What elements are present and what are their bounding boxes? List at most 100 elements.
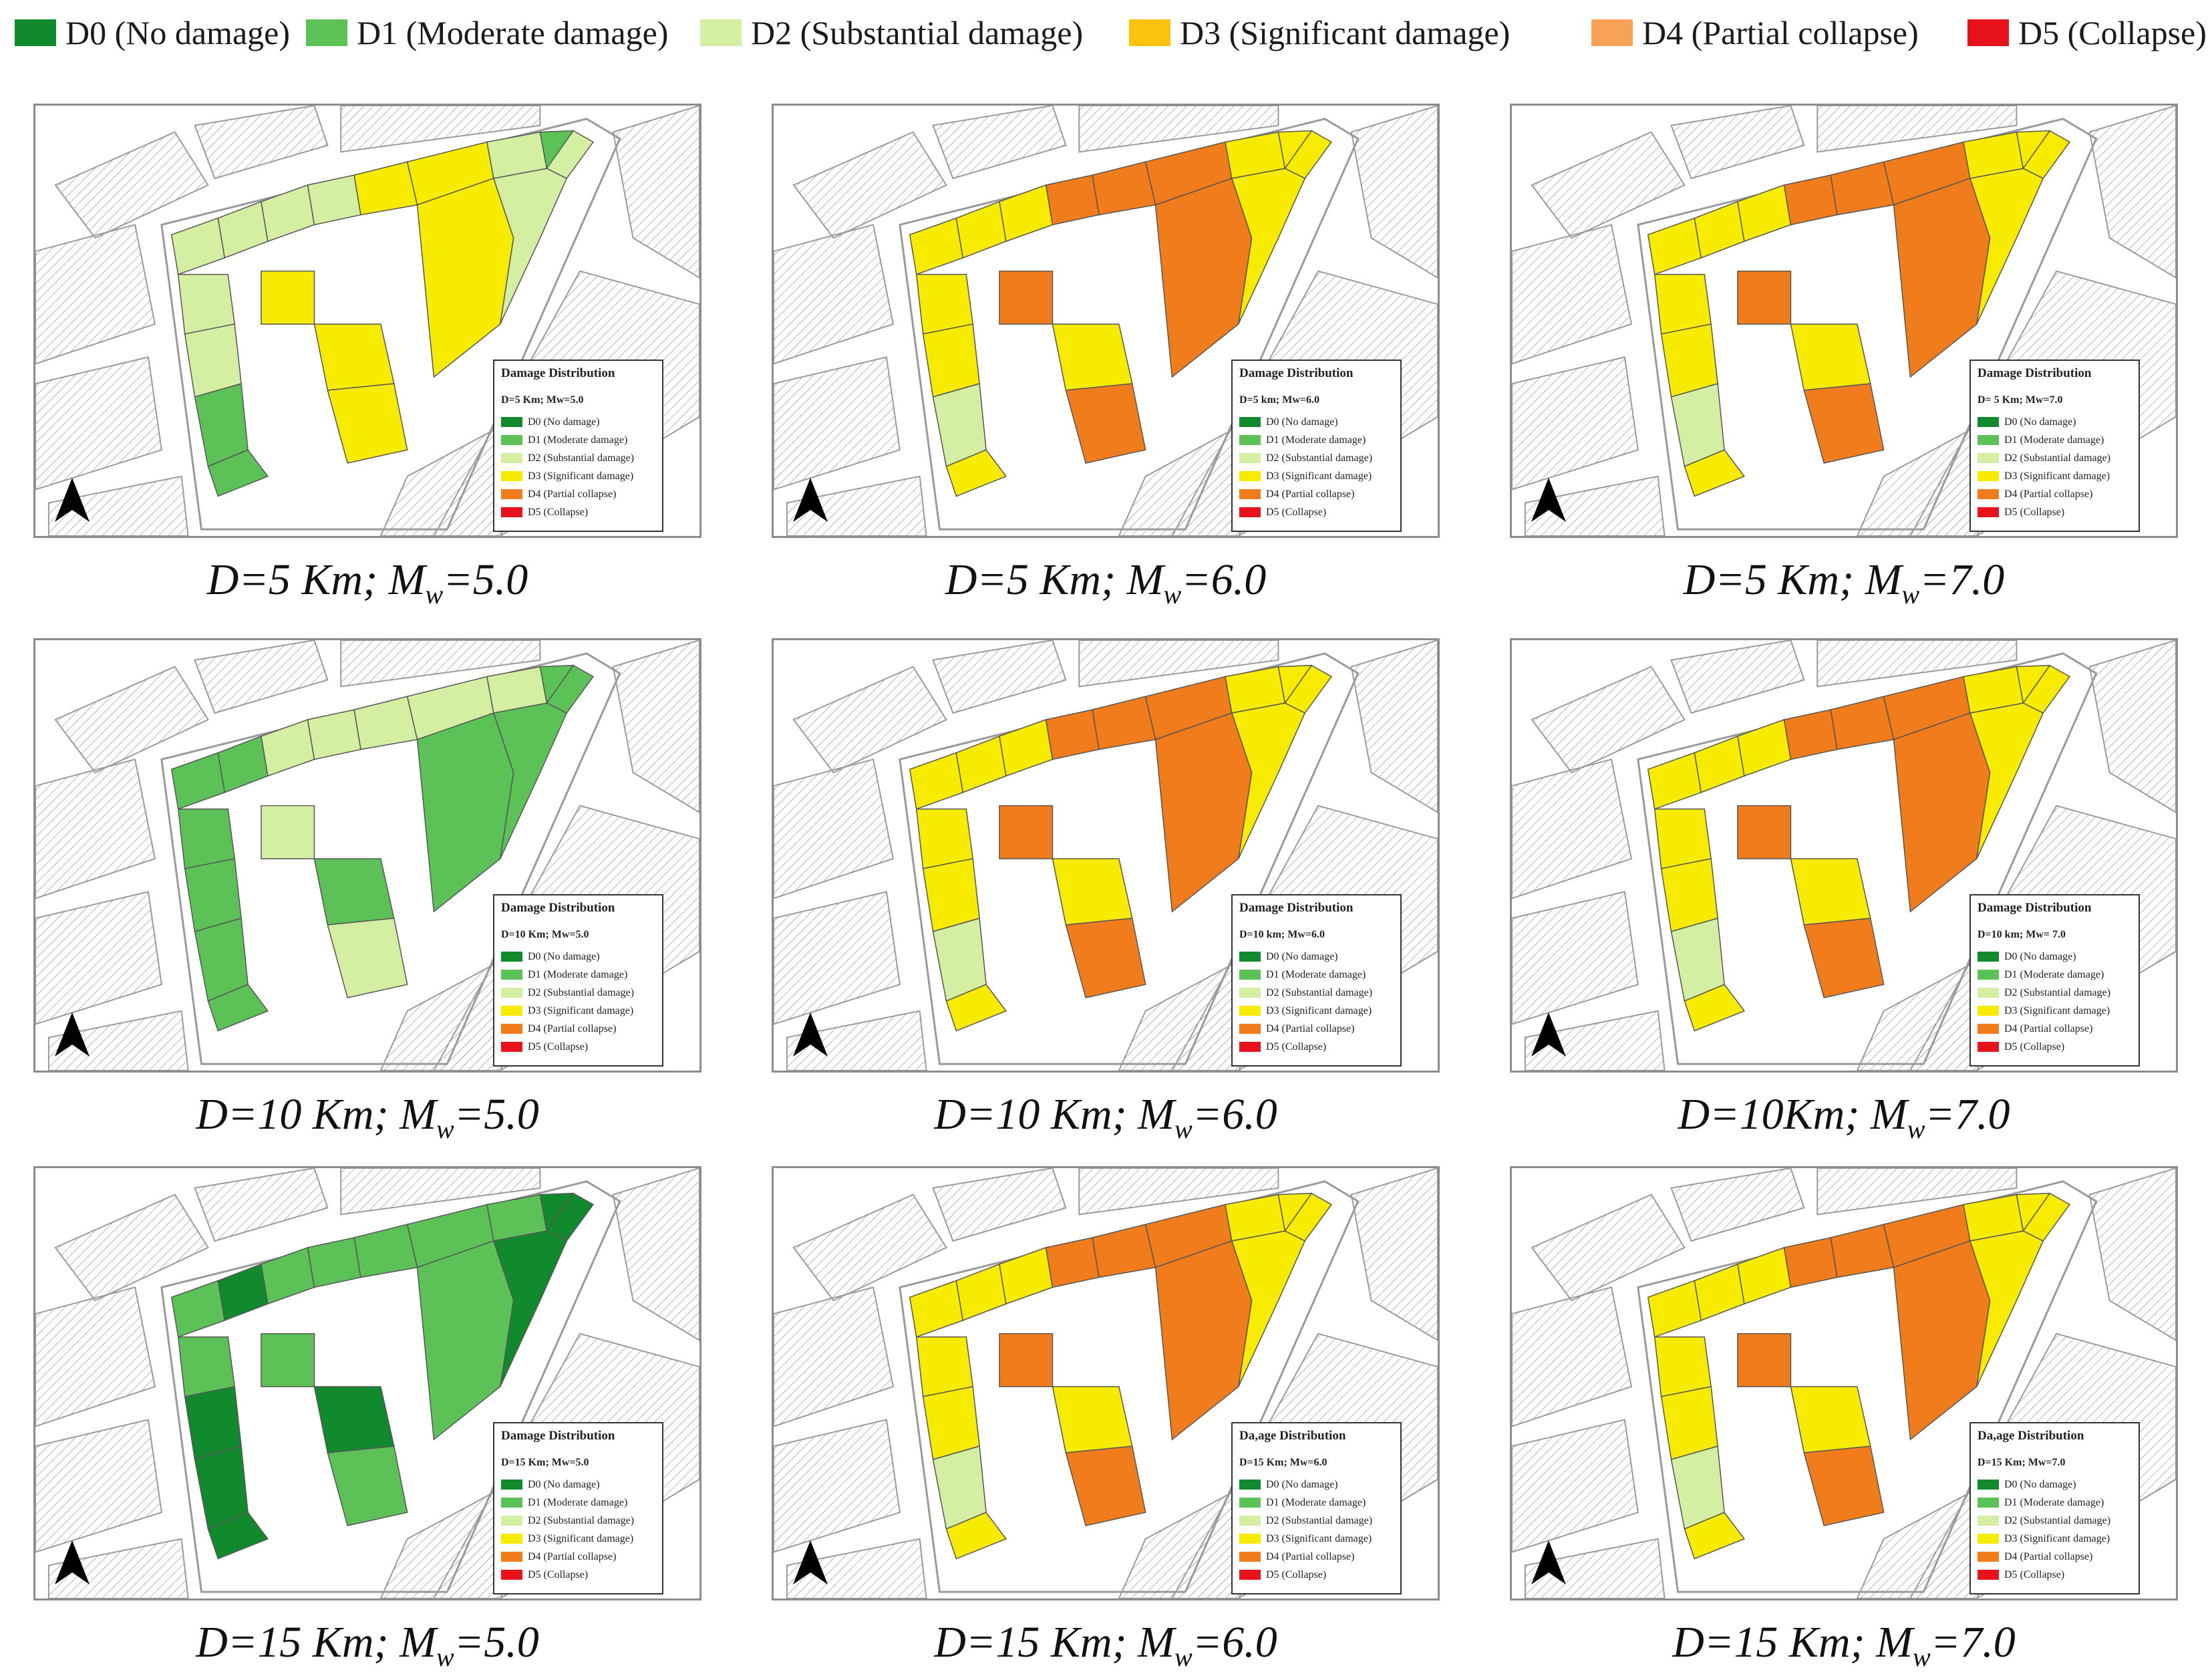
- hatched-block: [786, 475, 927, 536]
- building-block: [1231, 1230, 1306, 1387]
- legend-swatch: [501, 489, 522, 499]
- legend-row: D1 (Moderate damage): [501, 1494, 655, 1512]
- building-block: [1783, 709, 1838, 760]
- hatched-block: [35, 891, 162, 1025]
- legend-swatch: [501, 1570, 522, 1580]
- legend-swatch: [1239, 1006, 1261, 1016]
- legend-title: Damage Distribution: [501, 1429, 615, 1443]
- legend-swatch: [501, 453, 522, 463]
- building-block: [1065, 918, 1146, 998]
- legend-label: D3 (Significant damage): [528, 1532, 634, 1544]
- legend-label: D2 (Substantial damage): [1266, 452, 1373, 464]
- building-block: [1893, 1240, 1991, 1441]
- legend-row: D3 (Significant damage): [1978, 1002, 2132, 1020]
- building-block: [217, 1263, 269, 1321]
- legend-swatch: [1978, 453, 1999, 463]
- top-legend-item-d0: D0 (No damage): [15, 9, 290, 56]
- hatched-block: [1512, 356, 1639, 491]
- map-legend: Damage Distribution D=5 Km; Mw=5.0 D0 (No …: [493, 360, 663, 532]
- legend-label: D0 (No damage): [1266, 950, 1338, 962]
- map-frame: Damage Distribution D=5 km; Mw=6.0 D0 (No …: [772, 104, 1440, 538]
- legend-label: D5 (Collapse): [2004, 506, 2065, 518]
- map-panel: Damage Distribution D=5 km; Mw=6.0 D0 (No …: [772, 104, 1440, 611]
- top-legend-item-d2: D2 (Substantial damage): [700, 9, 1083, 56]
- hatched-block: [1078, 106, 1279, 153]
- hatched-block: [1512, 1419, 1639, 1553]
- building-block: [945, 984, 1007, 1032]
- legend-row: D3 (Significant damage): [1239, 1530, 1394, 1548]
- map-frame: Damage Distribution D= 5 Km; Mw=7.0 D0 (No…: [1510, 104, 2178, 538]
- legend-label: D4 (Partial collapse): [2004, 1022, 2093, 1034]
- map-panel: Da,age Distribution D=15 Km; Mw=7.0 D0 (No…: [1510, 1166, 2178, 1674]
- map-legend: Damage Distribution D=5 km; Mw=6.0 D0 (No …: [1231, 360, 1402, 532]
- legend-label: D0 (No damage): [528, 950, 600, 962]
- hatched-block: [774, 1286, 895, 1427]
- legend-swatch: [1978, 970, 1999, 980]
- building-block: [207, 449, 269, 497]
- building-block: [1154, 178, 1253, 378]
- building-block: [999, 270, 1054, 325]
- building-block: [177, 273, 236, 335]
- legend-row: D5 (Collapse): [1239, 503, 1394, 521]
- legend-swatch: [501, 435, 522, 445]
- panel-caption: D=5 Km; Mw=6.0: [772, 555, 1440, 610]
- legend-row: D1 (Moderate damage): [1239, 431, 1394, 449]
- building-block: [261, 805, 315, 859]
- legend-row: D3 (Significant damage): [501, 467, 655, 485]
- building-block: [1893, 712, 1991, 913]
- legend-label: D1 (Moderate damage): [2004, 968, 2104, 980]
- hatched-block: [1512, 224, 1633, 365]
- building-block: [1694, 735, 1745, 793]
- legend-row: D1 (Moderate damage): [501, 431, 655, 449]
- legend-row: D5 (Collapse): [1978, 503, 2132, 521]
- caption-subscript: w: [1907, 1114, 1925, 1145]
- legend-swatch: [1978, 1480, 1999, 1490]
- legend-swatch: [501, 1552, 522, 1562]
- legend-row: D1 (Moderate damage): [1978, 431, 2132, 449]
- caption-text: D=15 Km; M: [934, 1618, 1175, 1667]
- building-block: [416, 712, 514, 913]
- legend-row: D0 (No damage): [1239, 1476, 1394, 1494]
- panel-caption: D=15 Km; Mw=6.0: [772, 1617, 1440, 1673]
- building-block: [416, 178, 514, 378]
- north-arrow-icon: [55, 1012, 90, 1057]
- building-block: [955, 735, 1007, 793]
- legend-row: D4 (Partial collapse): [1978, 485, 2132, 503]
- caption-value: =6.0: [1192, 1090, 1277, 1139]
- map-legend: Damage Distribution D=10 km; Mw= 7.0 D0 (N…: [1969, 894, 2140, 1067]
- hatched-block: [932, 106, 1067, 180]
- legend-label: D0 (No damage): [1266, 416, 1338, 428]
- caption-subscript: w: [1174, 1114, 1193, 1145]
- map-frame: Damage Distribution D=10 Km; Mw=5.0 D0 (No…: [33, 638, 701, 1073]
- legend-swatch: [1978, 435, 1999, 445]
- legend-label: D2 (Substantial damage): [528, 986, 635, 998]
- legend-swatch: [501, 417, 522, 427]
- hatched-block: [35, 224, 156, 365]
- building-block: [1647, 1280, 1702, 1338]
- hatched-block: [47, 475, 189, 536]
- building-block: [1065, 383, 1146, 464]
- caption-text: D=5 Km; M: [1683, 555, 1902, 604]
- building-block: [1684, 449, 1746, 497]
- map-panel: Damage Distribution D=5 Km; Mw=5.0 D0 (No …: [33, 104, 701, 611]
- hatched-block: [1670, 1168, 1805, 1242]
- panel-caption: D=5 Km; Mw=7.0: [1510, 555, 2178, 610]
- building-block: [1092, 696, 1156, 750]
- building-block: [170, 752, 226, 810]
- hatched-block: [786, 1010, 927, 1071]
- building-block: [1154, 712, 1253, 913]
- legend-row: D5 (Collapse): [1978, 1038, 2132, 1056]
- legend-row: D0 (No damage): [1978, 413, 2132, 431]
- hatched-block: [774, 1419, 901, 1553]
- legend-row: D1 (Moderate damage): [1978, 966, 2132, 984]
- building-block: [170, 217, 226, 275]
- legend-swatch: [1978, 1498, 1999, 1508]
- building-block: [999, 184, 1054, 243]
- building-block: [945, 1512, 1007, 1560]
- legend-row: D1 (Moderate damage): [501, 966, 655, 984]
- building-block: [170, 1280, 226, 1338]
- building-block: [492, 1230, 568, 1387]
- legend-label: D1 (Moderate damage): [528, 1496, 628, 1508]
- legend-label: D5 (Collapse): [528, 1568, 589, 1580]
- legend-swatch: [501, 970, 522, 980]
